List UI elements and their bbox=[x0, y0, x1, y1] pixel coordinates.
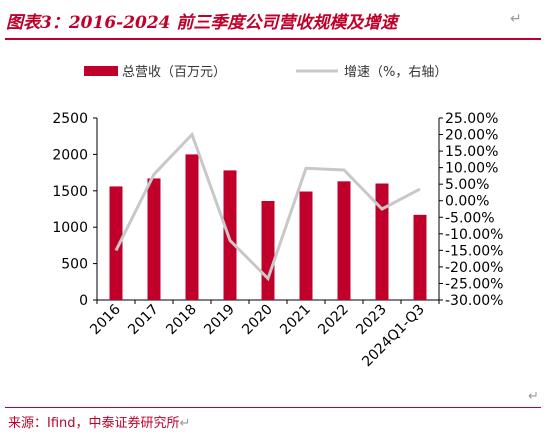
bar bbox=[375, 183, 389, 300]
right-tick-label: 5.00% bbox=[445, 177, 489, 193]
x-tick-label: 2022 bbox=[315, 302, 352, 339]
page-title: 图表3：2016-2024 前三季度公司营收规模及增速 bbox=[6, 13, 398, 33]
chart: 总营收（百万元） 增速（%，右轴） 0 500 1000 1500 2000 2500 -30.… bbox=[52, 65, 503, 370]
bar bbox=[223, 170, 237, 300]
x-tick-label: 2021 bbox=[277, 302, 314, 339]
left-tick-label: 0 bbox=[79, 293, 88, 309]
source-label: 来源：Ifind，中泰证券研究所 bbox=[8, 416, 180, 431]
source-divider bbox=[5, 407, 541, 408]
left-tick-label: 1500 bbox=[52, 184, 88, 200]
return-mark-icon: ↵ bbox=[179, 416, 191, 431]
bar bbox=[413, 214, 427, 300]
title-bar: 图表3：2016-2024 前三季度公司营收规模及增速 ↵ bbox=[0, 0, 546, 40]
right-tick-label: -5.00% bbox=[445, 210, 495, 226]
bar bbox=[299, 191, 313, 300]
legend-line-label: 增速（%，右轴） bbox=[344, 65, 447, 80]
bar bbox=[185, 154, 199, 300]
legend-bar-label: 总营收（百万元） bbox=[122, 65, 226, 80]
right-tick-label: 10.00% bbox=[445, 161, 498, 177]
left-tick-label: 1000 bbox=[52, 220, 88, 236]
right-tick-label: -10.00% bbox=[445, 227, 503, 243]
right-tick-label: -30.00% bbox=[445, 293, 503, 309]
left-tick-label: 2000 bbox=[52, 147, 88, 163]
bar bbox=[109, 186, 123, 300]
x-tick-label: 2019 bbox=[201, 302, 238, 339]
right-tick-label: -15.00% bbox=[445, 243, 503, 259]
x-tick-label: 2020 bbox=[239, 302, 276, 339]
source-note: 来源：Ifind，中泰证券研究所↵ bbox=[8, 412, 190, 431]
right-tick-label: -20.00% bbox=[445, 260, 503, 276]
return-mark-icon: ↵ bbox=[510, 11, 522, 27]
title-divider bbox=[5, 38, 541, 40]
x-tick-label: 2016 bbox=[87, 301, 124, 338]
right-tick-label: 20.00% bbox=[445, 128, 498, 144]
right-tick-label: 0.00% bbox=[445, 194, 489, 210]
right-tick-label: 15.00% bbox=[445, 144, 498, 160]
x-tick-label: 2018 bbox=[163, 302, 200, 339]
bar bbox=[337, 181, 351, 300]
legend-bar-swatch bbox=[84, 66, 118, 76]
bar bbox=[261, 200, 275, 300]
left-tick-label: 500 bbox=[61, 257, 88, 273]
return-mark-icon: ↵ bbox=[528, 389, 539, 404]
right-tick-label: -25.00% bbox=[445, 276, 503, 292]
growth-line bbox=[114, 131, 421, 282]
bar bbox=[147, 178, 161, 300]
x-tick-label: 2017 bbox=[125, 302, 162, 339]
right-tick-label: 25.00% bbox=[445, 111, 498, 127]
left-tick-label: 2500 bbox=[52, 111, 88, 127]
